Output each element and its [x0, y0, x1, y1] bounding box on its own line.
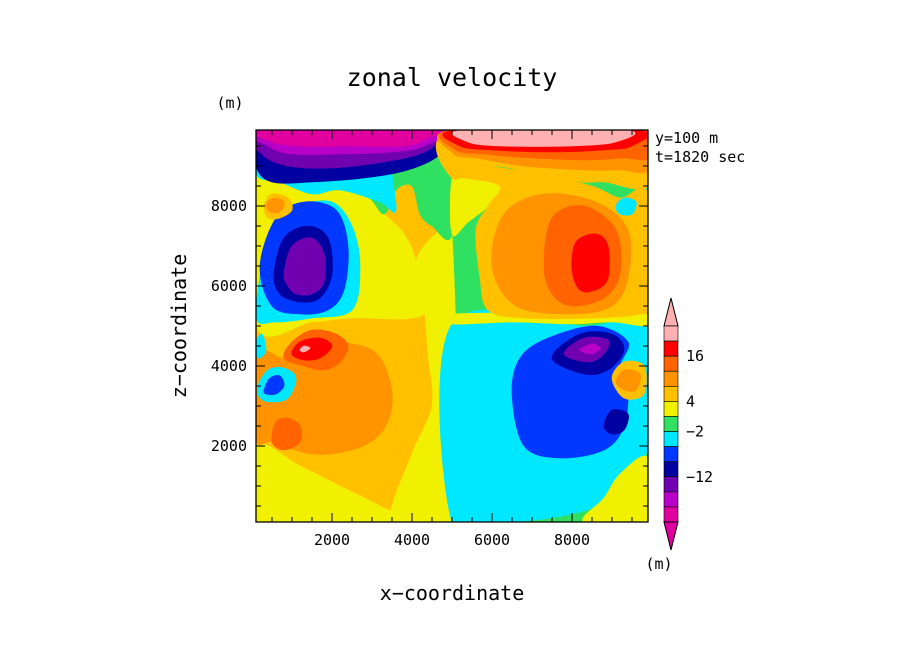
x-axis-label: x−coordinate — [380, 581, 525, 605]
colorbar-label: 4 — [686, 392, 695, 410]
y-tick-label: 6000 — [211, 277, 247, 295]
contour-region — [299, 345, 311, 353]
colorbar-box — [663, 325, 679, 342]
contour-region — [263, 375, 285, 396]
colorbar-box — [663, 491, 679, 508]
x-tick-labels: 2000 4000 6000 8000 — [314, 531, 590, 549]
axis-ticks — [256, 130, 648, 522]
colorbar-box — [663, 476, 679, 493]
contour-region — [579, 343, 601, 355]
contour-region — [582, 455, 648, 522]
y-axis-label: z−coordinate — [167, 254, 191, 399]
contour-region — [571, 233, 610, 293]
colorbar-box — [663, 401, 679, 417]
colorbar-box — [663, 416, 679, 432]
plot-area — [255, 129, 649, 523]
x-tick-label: 4000 — [394, 531, 430, 549]
colorbar-box — [663, 506, 679, 523]
colorbar-label: 16 — [686, 347, 704, 365]
x-tick-label: 8000 — [554, 531, 590, 549]
annotation-t: t=1820 sec — [655, 148, 745, 166]
y-tick-label: 2000 — [211, 437, 247, 455]
contour-region — [615, 369, 641, 392]
contour-region — [291, 337, 333, 361]
colorbar-box — [663, 446, 679, 462]
annotation-y: y=100 m — [655, 129, 718, 147]
colorbar-extend-top — [663, 297, 679, 327]
contour-region — [627, 333, 648, 360]
contour-region — [603, 409, 629, 435]
y-tick-label: 8000 — [211, 197, 247, 215]
x-tick-label: 2000 — [314, 531, 350, 549]
contour-region — [271, 417, 303, 451]
colorbar-box — [663, 355, 679, 372]
contour-region — [265, 197, 285, 214]
contour-region — [451, 130, 636, 147]
colorbar-box — [663, 340, 679, 357]
colorbar-box — [663, 461, 679, 478]
colorbar — [663, 297, 679, 551]
y-tick-labels: 2000 4000 6000 8000 — [211, 197, 247, 455]
contour-region — [256, 130, 445, 147]
colorbar-extend-bottom — [663, 521, 679, 551]
colorbar-label: −2 — [686, 423, 704, 441]
colorbar-label: −12 — [686, 468, 713, 486]
colorbar-unit-label: (m) — [645, 555, 672, 573]
contour-region — [256, 333, 267, 359]
contour-region — [615, 197, 637, 216]
contour-region — [283, 237, 326, 296]
colorbar-box — [663, 431, 679, 447]
y-tick-label: 4000 — [211, 357, 247, 375]
colorbar-box — [663, 370, 679, 387]
colorbar-box — [663, 386, 679, 402]
y-unit-label: (m) — [216, 94, 243, 112]
chart-title: zonal velocity — [347, 63, 558, 92]
x-tick-label: 6000 — [474, 531, 510, 549]
contour-fill — [256, 130, 648, 522]
colorbar-labels: −12 −2 4 16 — [686, 347, 713, 486]
